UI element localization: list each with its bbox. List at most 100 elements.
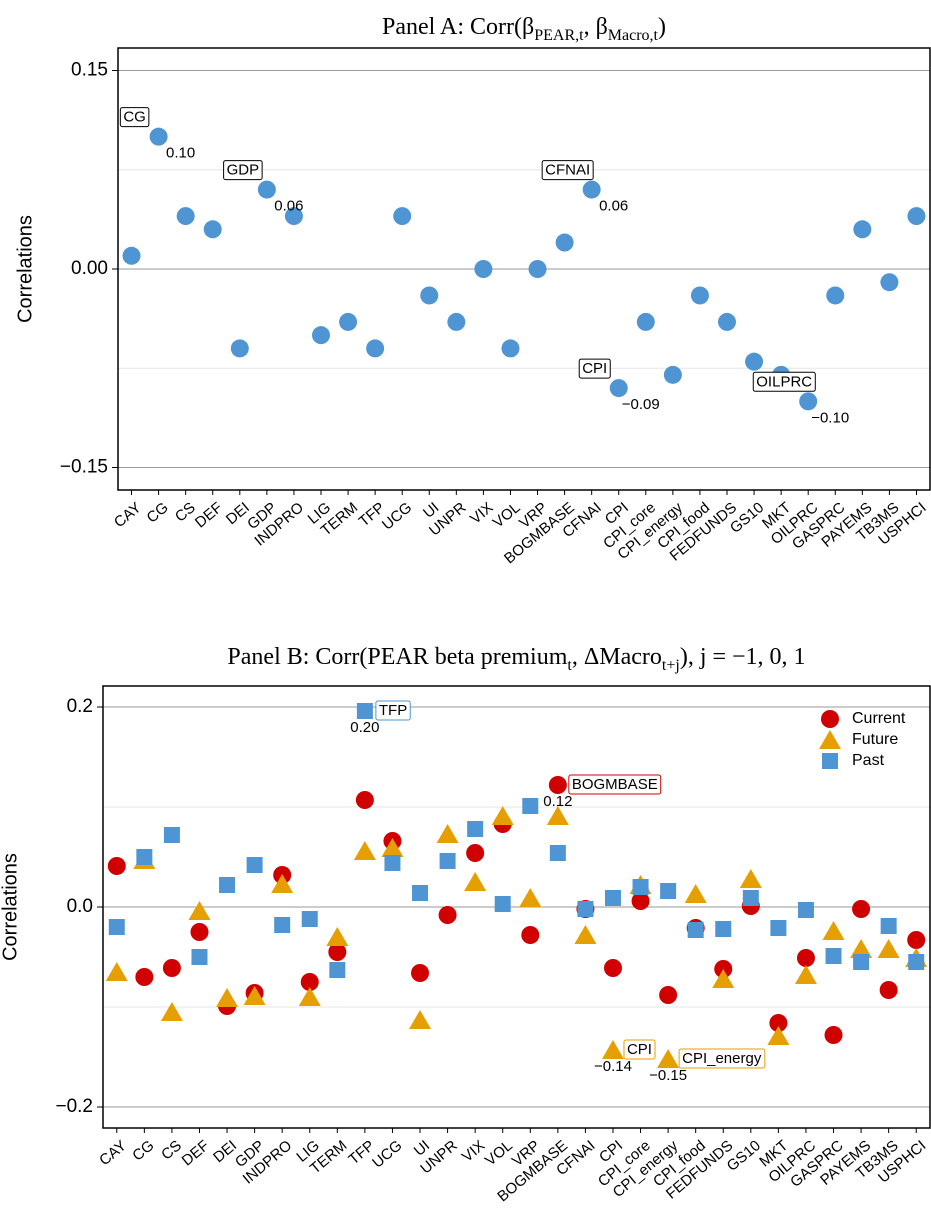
point — [284, 207, 303, 226]
point — [257, 180, 276, 199]
title-part: β — [522, 14, 534, 40]
point — [466, 844, 485, 862]
annotation-box — [375, 700, 411, 721]
annotation-label: GDP — [227, 162, 260, 179]
x-tick-label: DEF — [192, 499, 226, 531]
point — [246, 857, 263, 873]
point — [609, 379, 628, 398]
point — [549, 845, 566, 861]
annotation-box — [752, 371, 816, 392]
x-tick-label: CAY — [111, 499, 145, 531]
point — [577, 901, 594, 917]
annotation-box — [568, 774, 662, 795]
point — [519, 888, 542, 907]
point — [135, 968, 154, 986]
title-part: t — [567, 657, 572, 674]
point — [393, 207, 412, 226]
point — [328, 943, 347, 961]
point — [107, 857, 126, 875]
title-part: t+j — [662, 657, 680, 674]
point — [356, 703, 373, 719]
point — [522, 798, 539, 814]
point — [852, 900, 871, 918]
point — [188, 901, 211, 920]
y-tick-label: 0.15 — [71, 60, 108, 81]
point — [108, 919, 125, 935]
point — [797, 902, 814, 918]
point — [160, 1002, 183, 1021]
point — [907, 207, 926, 226]
legend-marker — [819, 730, 841, 749]
x-tick-label: VIX — [459, 1137, 488, 1166]
value-label: −0.14 — [594, 1058, 632, 1075]
value-label: 0.06 — [599, 198, 628, 215]
point — [548, 776, 567, 794]
y-tick-label: 0.2 — [67, 696, 93, 717]
point — [136, 849, 153, 865]
title-part: Panel A: Corr( — [382, 14, 522, 40]
point — [718, 312, 736, 331]
y-axis-title: Correlations — [0, 853, 21, 961]
point — [822, 921, 845, 940]
x-tick-label: CG — [129, 1137, 157, 1164]
point — [660, 883, 677, 899]
point — [219, 877, 236, 893]
annotation-label: CG — [123, 109, 146, 126]
title-part: PEAR,t — [534, 27, 584, 44]
point — [582, 180, 601, 199]
point — [853, 220, 872, 239]
x-tick-label: VOL — [482, 1137, 516, 1169]
point — [439, 853, 456, 869]
point — [528, 260, 547, 278]
value-label: −0.10 — [811, 409, 849, 426]
title-part: ) — [658, 14, 666, 40]
y-tick-label: −0.15 — [60, 457, 108, 478]
value-label: 0.20 — [350, 719, 379, 736]
point — [604, 890, 621, 906]
point — [381, 838, 404, 857]
legend-label: Current — [852, 710, 906, 727]
annotation: CPI_energy — [678, 1048, 766, 1069]
point — [339, 312, 358, 331]
point — [825, 948, 842, 964]
plot-frame — [117, 47, 931, 491]
value-label: 0.10 — [166, 145, 195, 162]
point — [464, 872, 487, 891]
point — [163, 827, 180, 843]
point — [601, 1040, 624, 1059]
annotation: TFP — [375, 700, 411, 721]
point — [149, 127, 168, 146]
x-tick-label: CG — [144, 499, 172, 526]
title-part: , ΔMacro — [572, 644, 662, 670]
x-tick-label: CAY — [96, 1137, 130, 1169]
annotation-box — [623, 1039, 656, 1060]
point — [501, 339, 520, 358]
point — [657, 1049, 680, 1068]
point — [690, 286, 709, 305]
annotation-box — [223, 160, 263, 181]
title-part: ), j = −1, 0, 1 — [680, 644, 806, 670]
y-tick-label: 0.00 — [71, 258, 108, 279]
value-label: −0.15 — [649, 1067, 687, 1084]
x-tick-label: VIX — [467, 499, 496, 528]
point — [555, 233, 574, 252]
annotation: OILPRC — [752, 371, 816, 392]
title-part: β — [596, 14, 608, 40]
point — [122, 246, 141, 265]
title-part: Macro,t — [608, 27, 659, 44]
point — [353, 841, 376, 860]
annotation: CFNAI — [541, 160, 594, 181]
plot-frame — [102, 685, 931, 1129]
point — [300, 973, 319, 991]
point — [301, 911, 318, 927]
point — [467, 821, 484, 837]
point — [384, 855, 401, 871]
annotation: CPI — [623, 1039, 656, 1060]
point — [162, 959, 181, 977]
point — [521, 926, 540, 944]
annotation: GDP — [223, 160, 263, 181]
point — [767, 1026, 790, 1045]
legend-label: Future — [852, 731, 898, 748]
annotation-label: OILPRC — [756, 373, 812, 390]
